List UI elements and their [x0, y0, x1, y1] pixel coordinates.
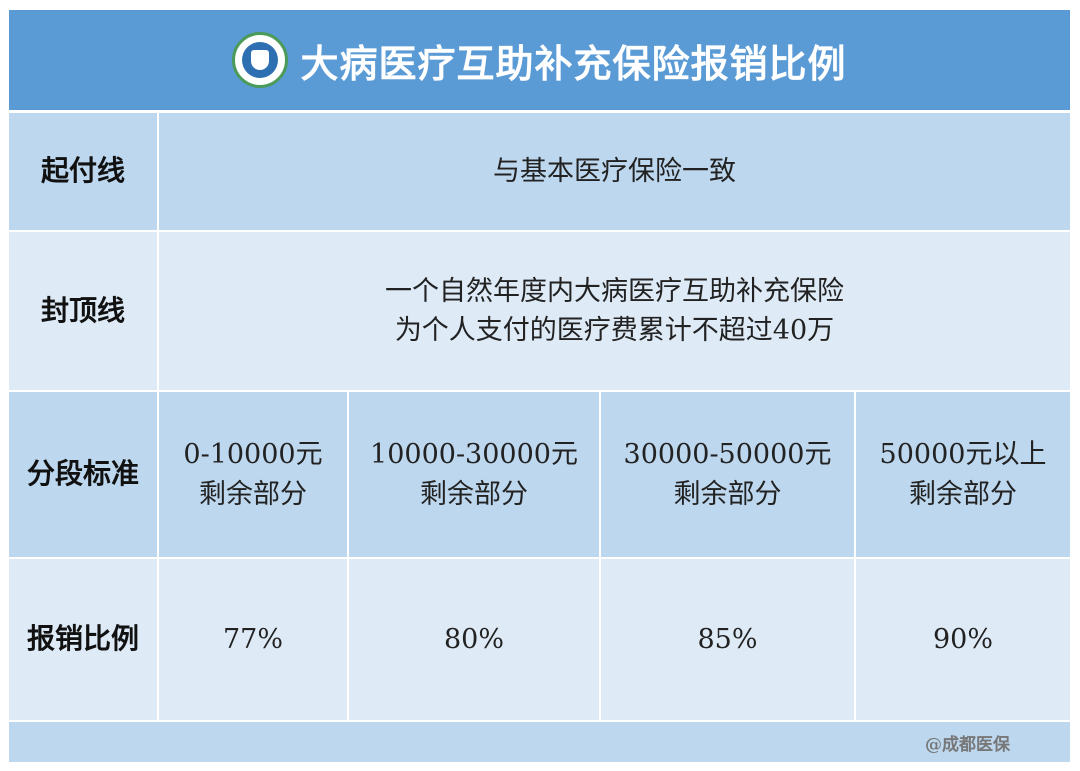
ratio-label: 报销比例 [9, 559, 157, 720]
tier-suffix: 剩余部分 [420, 478, 528, 510]
cap-label: 封顶线 [9, 232, 157, 390]
logo-icon [232, 32, 289, 88]
tiers-label: 分段标准 [9, 392, 157, 557]
table-header: 大病医疗互助补充保险报销比例 [9, 10, 1070, 110]
tier-cell: 50000元以上 剩余部分 [856, 392, 1070, 557]
tier-cell: 10000-30000元 剩余部分 [349, 392, 599, 557]
tier-range: 30000-50000元 [623, 439, 832, 471]
tier-suffix: 剩余部分 [909, 478, 1017, 510]
ratio-value: 77% [159, 559, 347, 720]
tier-range: 0-10000元 [183, 439, 323, 471]
ratio-value: 80% [349, 559, 599, 720]
table-footer: @成都医保 [9, 722, 1070, 762]
page-title: 大病医疗互助补充保险报销比例 [300, 41, 847, 86]
tier-cell: 0-10000元 剩余部分 [159, 392, 347, 557]
tier-cell: 30000-50000元 剩余部分 [601, 392, 854, 557]
cap-line: 为个人支付的医疗费累计不超过40万 [394, 315, 835, 346]
cap-value: 一个自然年度内大病医疗互助补充保险 为个人支付的医疗费累计不超过40万 [159, 232, 1070, 390]
ratio-value: 90% [856, 559, 1070, 720]
tier-range: 10000-30000元 [370, 439, 578, 471]
tier-range: 50000元以上 [879, 439, 1047, 471]
cap-line: 一个自然年度内大病医疗互助补充保险 [385, 275, 844, 307]
tier-suffix: 剩余部分 [199, 478, 307, 510]
watermark: @成都医保 [925, 735, 1010, 755]
tier-suffix: 剩余部分 [673, 478, 782, 510]
ratio-value: 85% [601, 559, 854, 720]
deductible-value: 与基本医疗保险一致 [159, 113, 1070, 230]
deductible-label: 起付线 [9, 113, 157, 230]
reimbursement-table: 大病医疗互助补充保险报销比例 起付线 与基本医疗保险一致 封顶线 一个自然年度内… [9, 10, 1070, 762]
